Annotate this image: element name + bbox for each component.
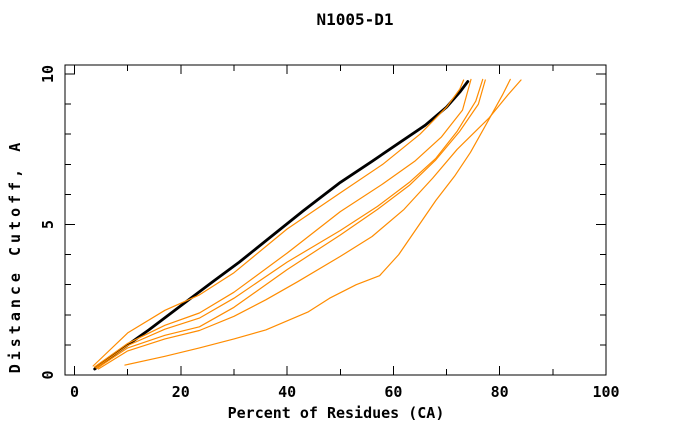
x-tick-label: 40 [278,383,296,401]
y-tick-label: 5 [39,220,57,229]
model-curve-model-4 [96,79,486,369]
x-axis-label: Percent of Residues (CA) [228,404,445,422]
plot-border [64,64,607,376]
model-curve-model-1 [92,79,465,367]
x-tick-label: 0 [70,383,79,401]
x-tick-label: 60 [384,383,402,401]
model-curve-model-2 [94,78,472,368]
x-tick-label: 80 [491,383,509,401]
chart-title: N1005-D1 [316,10,393,29]
model-curve-model-6 [124,78,511,366]
y-tick-label: 0 [39,370,57,379]
data-series-layer [92,78,522,371]
x-tick-label: 20 [172,383,190,401]
model-curve-model-5 [97,79,522,370]
model-curve-model-3 [95,78,484,369]
model-curve-highlighted-model [93,80,470,371]
tick-label-layer: 0 20 40 60 80 100 0 5 10 [39,65,620,401]
x-tick-label: 100 [592,383,619,401]
axes-layer [64,64,607,376]
y-tick-label: 10 [39,65,57,83]
y-axis-label: Distance Cutoff, A [6,139,24,374]
